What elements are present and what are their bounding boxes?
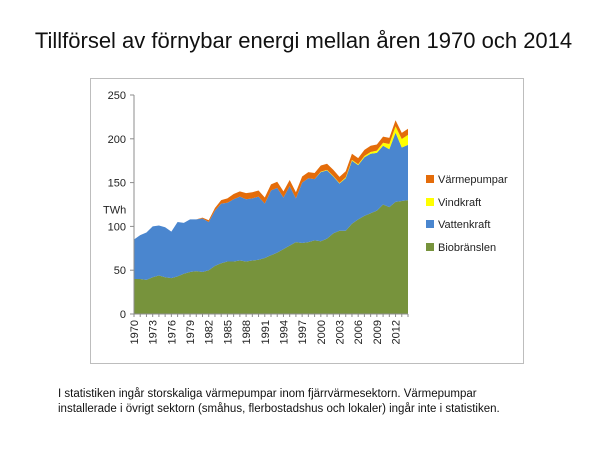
x-tick-label: 1991 <box>260 320 272 344</box>
legend-label-biobränslen: Biobränslen <box>438 242 496 254</box>
chart-area: 0 50 100 150 200 250 TWh 1970 1973 1976 1979 1982 19… <box>90 78 524 364</box>
legend-label-värmepumpar: Värmepumpar <box>438 174 508 186</box>
x-tick-label: 1985 <box>222 320 234 344</box>
y-axis-label: TWh <box>103 204 126 216</box>
x-tick-label: 1979 <box>185 320 197 344</box>
x-tick-label: 2009 <box>372 320 384 344</box>
x-tick-label: 1973 <box>148 320 160 344</box>
y-tick-label: 100 <box>108 221 126 233</box>
x-tick-label: 1976 <box>166 320 178 344</box>
legend-swatch-vindkraft <box>426 198 434 206</box>
x-tick-label: 1994 <box>278 320 290 344</box>
x-tick-label: 2003 <box>335 320 347 344</box>
x-tick-label: 1982 <box>204 320 216 344</box>
y-tick-label: 150 <box>108 178 126 190</box>
legend-swatch-värmepumpar <box>426 175 434 183</box>
legend-label-vattenkraft: Vattenkraft <box>438 219 490 231</box>
x-tick-label: 1988 <box>241 320 253 344</box>
series-area-vattenkraft <box>134 132 408 280</box>
y-tick-label: 50 <box>114 265 126 277</box>
footnote: I statistiken ingår storskaliga värmepum… <box>58 387 578 417</box>
x-tick-label: 2012 <box>391 320 403 344</box>
y-tick-label: 200 <box>108 134 126 146</box>
y-tick-label: 0 <box>120 309 126 321</box>
y-tick-label: 250 <box>108 90 126 102</box>
x-tick-label: 2006 <box>353 320 365 344</box>
legend-label-vindkraft: Vindkraft <box>438 197 481 209</box>
x-tick-label: 2000 <box>316 320 328 344</box>
x-tick-label: 1970 <box>129 320 141 344</box>
x-tick-label: 1997 <box>297 320 309 344</box>
footnote-line-2: installerade i övrigt sektorn (småhus, f… <box>58 403 500 415</box>
stacked-area-chart: 0 50 100 150 200 250 TWh 1970 1973 1976 1979 1982 19… <box>103 90 508 344</box>
legend-swatch-biobränslen <box>426 243 434 251</box>
legend-swatch-vattenkraft <box>426 220 434 228</box>
chart-title: Tillförsel av förnybar energi mellan åre… <box>34 28 573 53</box>
footnote-line-1: I statistiken ingår storskaliga värmepum… <box>58 388 477 400</box>
series-area-biobränslen <box>134 200 408 314</box>
